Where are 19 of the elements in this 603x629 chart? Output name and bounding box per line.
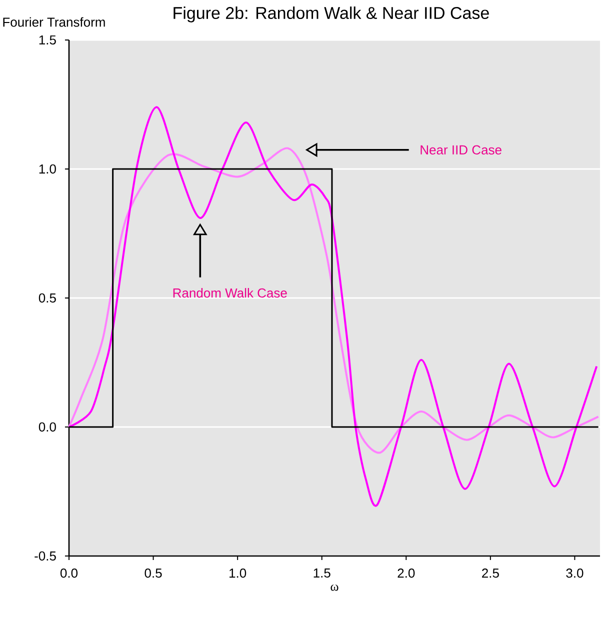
- y-tick-label: 0.5: [38, 293, 56, 303]
- y-tick-label: -0.5: [34, 551, 56, 561]
- chart-title: Figure 2b: Random Walk & Near IID Case: [174, 6, 489, 22]
- y-axis-title: Fourier Transform: [3, 17, 105, 27]
- line-series: [68, 106, 598, 506]
- x-tick-label: 3.0: [566, 568, 584, 578]
- x-tick-label: 0.0: [60, 568, 78, 578]
- x-tick-label: 1.5: [314, 568, 330, 578]
- x-tick-label: 1.0: [230, 568, 246, 578]
- x-tick-label: 0.5: [144, 568, 162, 578]
- x-tick-label: 2.5: [482, 568, 499, 578]
- annotation: Random Walk Case: [173, 288, 287, 298]
- x-tick-label: 2.0: [398, 568, 415, 578]
- y-tick-label: 0.0: [38, 422, 56, 432]
- x-axis-title: ω: [330, 584, 338, 591]
- line-series: [68, 147, 600, 454]
- annotation: Near IID Case: [420, 145, 502, 154]
- y-tick-label: 1.5: [39, 35, 56, 45]
- y-tick-label: 1.0: [39, 164, 56, 174]
